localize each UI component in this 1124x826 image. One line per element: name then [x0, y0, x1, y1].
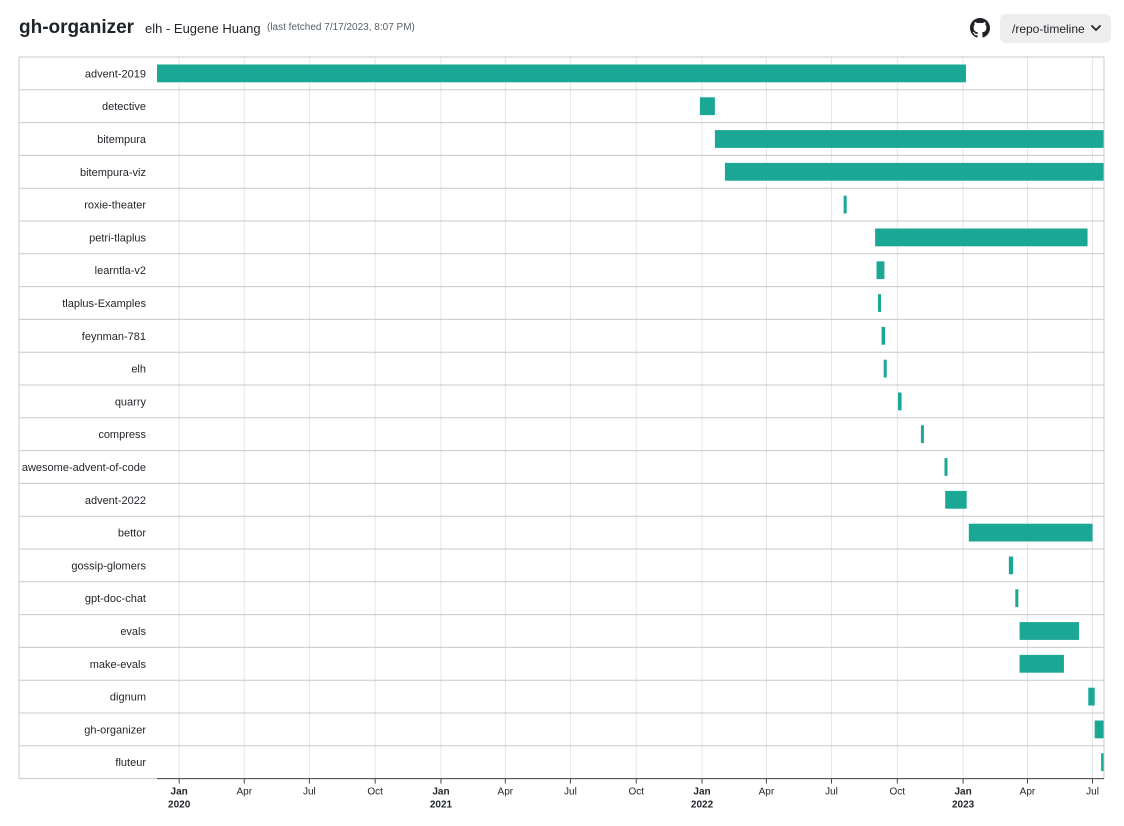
x-tick-year-label: 2022: [691, 800, 714, 811]
chevron-down-icon: [1091, 25, 1101, 31]
header: gh-organizer elh - Eugene Huang (last fe…: [0, 0, 1124, 56]
repo-label[interactable]: fluteur: [115, 757, 146, 769]
repo-label[interactable]: learntla-v2: [95, 265, 146, 277]
x-tick-label: Jan: [432, 787, 449, 798]
x-tick-year-label: 2021: [430, 800, 453, 811]
repo-label[interactable]: advent-2022: [85, 495, 146, 507]
repo-label[interactable]: bitempura: [97, 134, 147, 146]
x-tick-year-label: 2020: [168, 800, 191, 811]
x-tick-label: Jul: [303, 787, 316, 798]
repo-label[interactable]: bitempura-viz: [80, 167, 146, 179]
repo-label[interactable]: feynman-781: [82, 331, 146, 343]
repo-bar[interactable]: [699, 97, 715, 116]
repo-bar[interactable]: [944, 458, 948, 476]
x-tick-label: Apr: [498, 787, 514, 798]
x-tick-label: Apr: [236, 787, 252, 798]
repo-label[interactable]: quarry: [115, 396, 147, 408]
repo-label[interactable]: bettor: [118, 528, 146, 540]
repo-bar[interactable]: [920, 425, 924, 444]
repo-label[interactable]: roxie-theater: [84, 200, 146, 212]
x-tick-label: Jan: [693, 787, 710, 798]
repo-bar[interactable]: [877, 294, 881, 312]
repo-bar[interactable]: [1094, 720, 1104, 739]
repo-bar[interactable]: [883, 359, 887, 378]
route-select-value: /repo-timeline: [1012, 22, 1085, 36]
x-tick-label: Oct: [890, 787, 906, 798]
repo-label[interactable]: petri-tlaplus: [89, 232, 146, 244]
repo-label[interactable]: advent-2019: [85, 68, 146, 80]
repo-bar[interactable]: [898, 392, 902, 411]
x-tick-label: Apr: [1020, 787, 1036, 798]
x-tick-label: Oct: [367, 787, 383, 798]
x-tick-label: Jul: [1086, 787, 1099, 798]
repo-bar[interactable]: [1019, 654, 1064, 673]
repo-bar[interactable]: [157, 64, 966, 83]
repo-bar[interactable]: [1015, 589, 1019, 608]
user-name: elh - Eugene Huang: [145, 21, 261, 36]
repo-label[interactable]: compress: [98, 429, 146, 441]
repo-label[interactable]: detective: [102, 101, 146, 113]
x-tick-label: Jan: [171, 787, 188, 798]
repo-bar[interactable]: [1019, 622, 1079, 640]
repo-bar[interactable]: [1008, 556, 1014, 575]
x-tick-label: Jul: [564, 787, 577, 798]
repo-label[interactable]: tlaplus-Examples: [62, 298, 146, 310]
route-select[interactable]: /repo-timeline: [1000, 14, 1111, 43]
repo-label[interactable]: evals: [120, 626, 146, 638]
repo-bar[interactable]: [876, 261, 885, 280]
repo-label[interactable]: awesome-advent-of-code: [22, 462, 146, 474]
repo-bar[interactable]: [875, 228, 1088, 247]
repo-bar[interactable]: [945, 490, 967, 509]
repo-bar[interactable]: [724, 162, 1104, 181]
app-title[interactable]: gh-organizer: [19, 17, 135, 38]
repo-bar[interactable]: [714, 130, 1104, 148]
x-tick-label: Jul: [825, 787, 838, 798]
repo-label[interactable]: gossip-glomers: [71, 560, 146, 572]
repo-label[interactable]: gpt-doc-chat: [85, 593, 146, 605]
github-icon[interactable]: [970, 18, 990, 38]
repo-label[interactable]: dignum: [110, 692, 146, 704]
x-tick-label: Apr: [759, 787, 775, 798]
x-tick-label: Jan: [954, 787, 971, 798]
repo-bar[interactable]: [881, 326, 886, 345]
repo-bar[interactable]: [968, 523, 1093, 542]
repo-bar[interactable]: [843, 195, 847, 214]
repo-label[interactable]: elh: [131, 364, 146, 376]
repo-bar[interactable]: [1088, 687, 1095, 706]
x-tick-label: Oct: [628, 787, 644, 798]
repo-label[interactable]: make-evals: [90, 659, 147, 671]
repo-label[interactable]: gh-organizer: [84, 724, 146, 736]
repo-bar[interactable]: [1101, 753, 1104, 772]
last-fetched: (last fetched 7/17/2023, 8:07 PM): [267, 22, 415, 33]
x-tick-year-label: 2023: [952, 800, 975, 811]
